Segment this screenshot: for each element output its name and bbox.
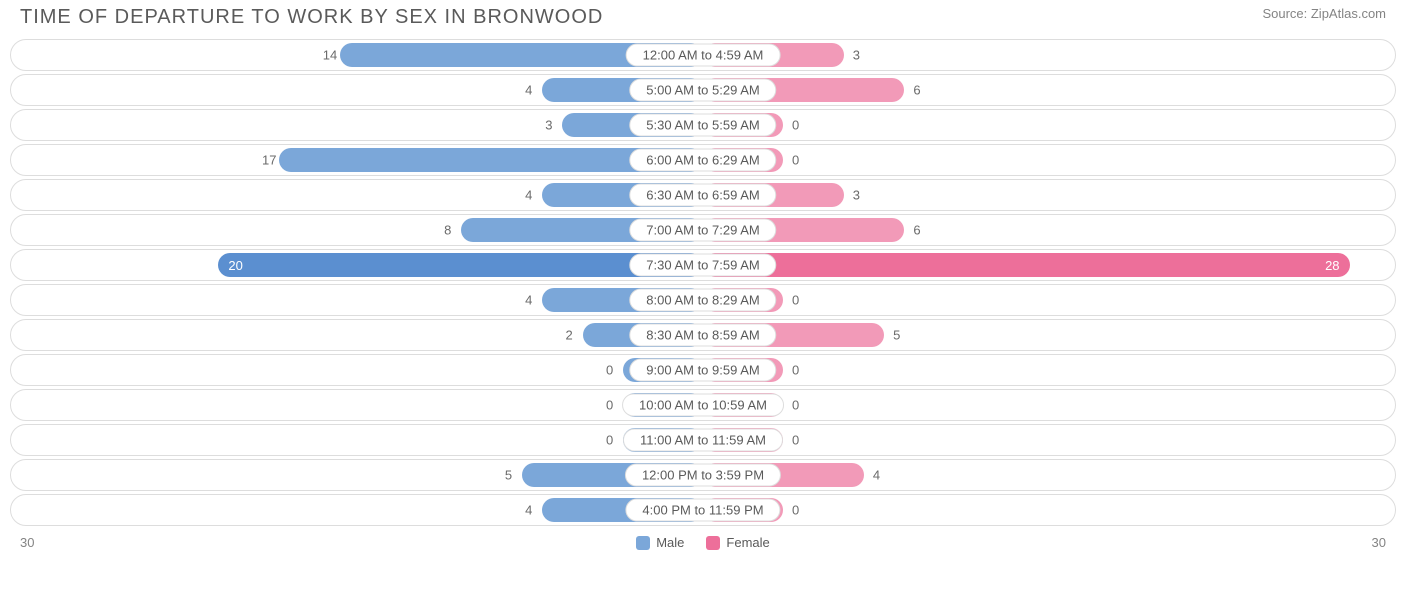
row-category-label: 6:00 AM to 6:29 AM [629, 149, 776, 172]
male-value: 0 [606, 363, 613, 378]
male-value: 3 [545, 118, 552, 133]
chart-title: TIME OF DEPARTURE TO WORK BY SEX IN BRON… [20, 6, 603, 29]
female-value: 0 [792, 433, 799, 448]
row-category-label: 12:00 AM to 4:59 AM [626, 44, 781, 67]
chart-area: 14 3 12:00 AM to 4:59 AM 4 6 5:00 AM to 5:29 … [0, 39, 1406, 526]
chart-row: 2 5 8:30 AM to 8:59 AM [10, 319, 1396, 351]
legend-swatch-male [636, 536, 650, 550]
chart-row: 20 28 7:30 AM to 7:59 AM [10, 249, 1396, 281]
female-value: 0 [792, 503, 799, 518]
female-value: 6 [913, 223, 920, 238]
male-value: 0 [606, 433, 613, 448]
chart-header: TIME OF DEPARTURE TO WORK BY SEX IN BRON… [0, 0, 1406, 39]
row-category-label: 5:30 AM to 5:59 AM [629, 114, 776, 137]
male-value: 4 [525, 293, 532, 308]
male-value: 2 [566, 328, 573, 343]
female-value: 6 [913, 83, 920, 98]
male-value: 0 [606, 398, 613, 413]
legend-item-female: Female [706, 535, 769, 550]
row-category-label: 5:00 AM to 5:29 AM [629, 79, 776, 102]
female-value: 0 [792, 398, 799, 413]
female-value: 0 [792, 153, 799, 168]
male-value: 8 [444, 223, 451, 238]
axis-max-left: 30 [20, 535, 34, 550]
row-category-label: 6:30 AM to 6:59 AM [629, 184, 776, 207]
row-category-label: 8:30 AM to 8:59 AM [629, 324, 776, 347]
male-value: 5 [505, 468, 512, 483]
female-value: 3 [853, 188, 860, 203]
row-category-label: 7:30 AM to 7:59 AM [629, 254, 776, 277]
legend-label-male: Male [656, 535, 684, 550]
chart-row: 14 3 12:00 AM to 4:59 AM [10, 39, 1396, 71]
legend-swatch-female [706, 536, 720, 550]
chart-row: 4 0 4:00 PM to 11:59 PM [10, 494, 1396, 526]
chart-row: 0 0 10:00 AM to 10:59 AM [10, 389, 1396, 421]
chart-row: 4 6 5:00 AM to 5:29 AM [10, 74, 1396, 106]
legend: Male Female [636, 535, 770, 550]
female-bar: 28 [703, 253, 1350, 277]
female-value: 28 [1325, 258, 1339, 273]
chart-row: 17 0 6:00 AM to 6:29 AM [10, 144, 1396, 176]
row-category-label: 10:00 AM to 10:59 AM [622, 394, 784, 417]
male-value: 4 [525, 83, 532, 98]
female-value: 0 [792, 118, 799, 133]
female-value: 3 [853, 48, 860, 63]
row-category-label: 8:00 AM to 8:29 AM [629, 289, 776, 312]
male-value: 14 [323, 48, 337, 63]
chart-row: 0 0 9:00 AM to 9:59 AM [10, 354, 1396, 386]
female-value: 4 [873, 468, 880, 483]
chart-source: Source: ZipAtlas.com [1262, 6, 1386, 21]
axis-max-right: 30 [1372, 535, 1386, 550]
chart-row: 3 0 5:30 AM to 5:59 AM [10, 109, 1396, 141]
chart-row: 0 0 11:00 AM to 11:59 AM [10, 424, 1396, 456]
chart-row: 4 0 8:00 AM to 8:29 AM [10, 284, 1396, 316]
male-value: 20 [228, 258, 242, 273]
male-value: 4 [525, 188, 532, 203]
female-value: 0 [792, 363, 799, 378]
chart-row: 5 4 12:00 PM to 3:59 PM [10, 459, 1396, 491]
chart-row: 4 3 6:30 AM to 6:59 AM [10, 179, 1396, 211]
legend-label-female: Female [726, 535, 769, 550]
legend-item-male: Male [636, 535, 684, 550]
row-category-label: 7:00 AM to 7:29 AM [629, 219, 776, 242]
row-category-label: 4:00 PM to 11:59 PM [625, 499, 780, 522]
chart-row: 8 6 7:00 AM to 7:29 AM [10, 214, 1396, 246]
male-value: 17 [262, 153, 276, 168]
female-value: 5 [893, 328, 900, 343]
row-category-label: 11:00 AM to 11:59 AM [623, 429, 783, 452]
row-category-label: 9:00 AM to 9:59 AM [629, 359, 776, 382]
male-value: 4 [525, 503, 532, 518]
chart-footer: 30 Male Female 30 [0, 529, 1406, 550]
row-category-label: 12:00 PM to 3:59 PM [625, 464, 781, 487]
female-value: 0 [792, 293, 799, 308]
